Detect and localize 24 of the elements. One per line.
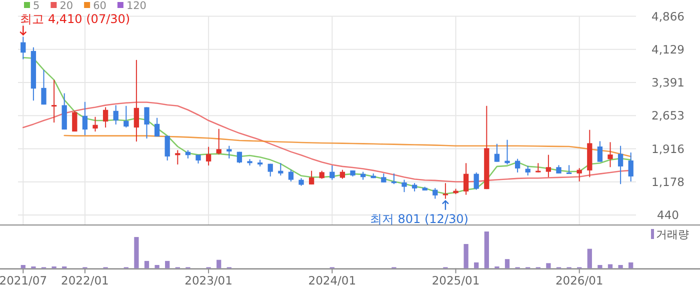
y-tick-label: 4,129 (652, 42, 684, 56)
x-tick-label: 2023/01 (184, 273, 232, 288)
y-tick-label: 2,653 (652, 108, 684, 123)
legend-label: 20 (60, 0, 74, 12)
y-tick-label: 4,866 (652, 9, 684, 24)
legend-label: 60 (93, 0, 106, 12)
x-tick-label: 2025/01 (432, 273, 480, 288)
x-tick-label: 2026/01 (555, 273, 604, 288)
legend-item: 60 (84, 0, 106, 12)
x-tick-label: 2022/01 (61, 273, 109, 288)
legend-item: 5 (24, 0, 40, 12)
y-tick-label: 1,916 (652, 142, 684, 156)
y-tick-label: 3,391 (652, 76, 684, 90)
y-tick-label: 1,178 (652, 174, 684, 189)
y-tick-label: 440 (657, 208, 679, 222)
legend-item: 거래량 (651, 228, 689, 241)
annotation: 최저 801 (12/30) (370, 212, 468, 226)
x-tick-label: 2024/01 (308, 273, 356, 288)
legend-item: 20 (50, 0, 74, 12)
x-tick-label: 2021/07 (0, 273, 48, 288)
legend-label: 120 (126, 0, 146, 12)
annotation: 최고 4,410 (07/30) (20, 12, 130, 26)
legend-item: 120 (117, 0, 146, 12)
legend-label: 5 (33, 0, 40, 12)
